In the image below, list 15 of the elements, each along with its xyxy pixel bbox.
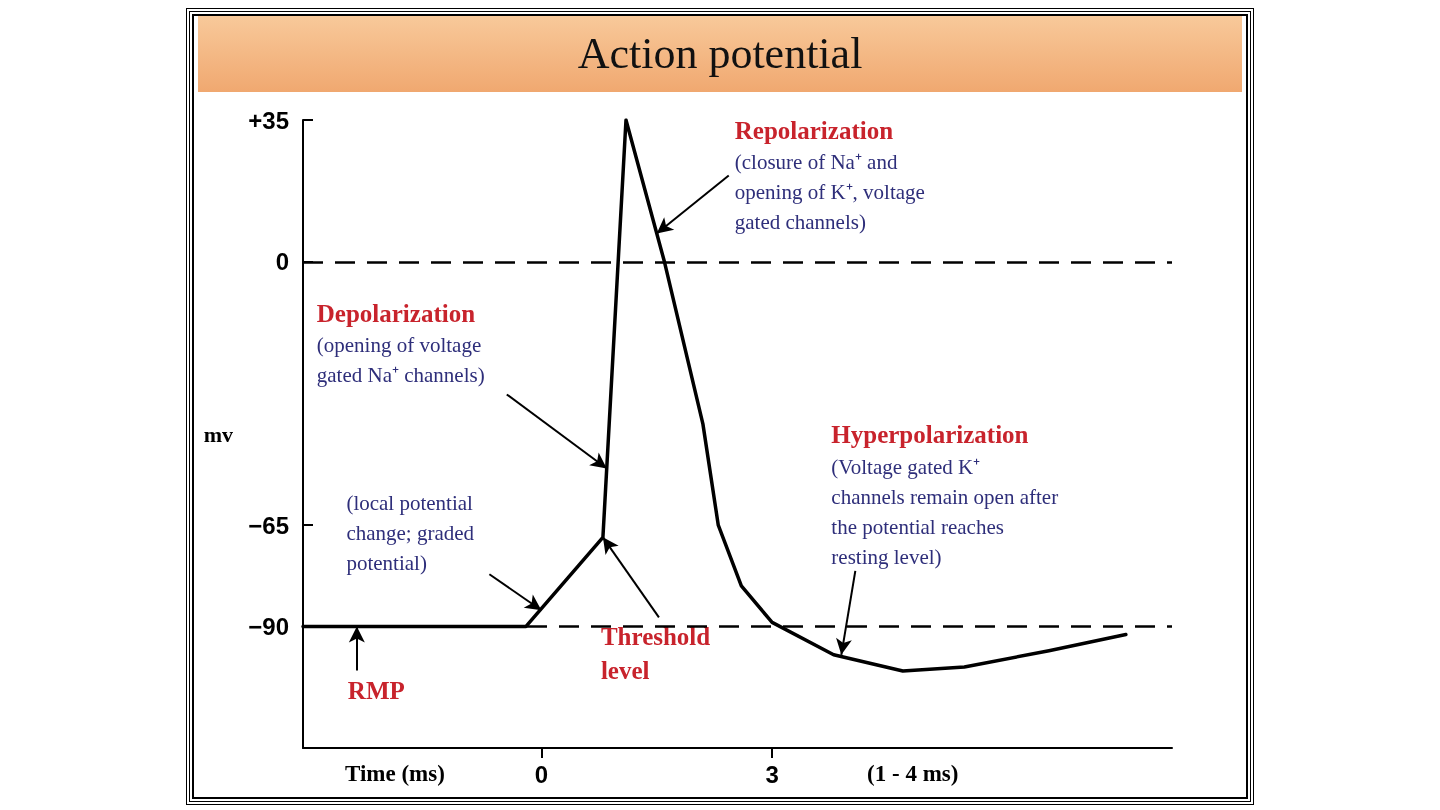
x-tick-label: 3 [765,760,779,788]
annotation: RMP [347,676,405,704]
chart-title: Action potential [198,16,1242,92]
x-axis-title: Time (ms) [345,761,445,786]
y-tick-label: −65 [248,511,289,539]
annotation: Repolarization (closure of Na⁺ and opening of K⁺, voltage gated channels) [734,116,925,235]
y-tick-label: −90 [248,612,289,640]
y-tick-label: 0 [275,248,289,276]
annotation: Depolarization (opening of voltage gated Na⁺ channels) [316,299,485,388]
annotation: Hyperpolarization (Voltage gated K⁺ channels remain open after the potential reaches resting level) [831,421,1059,569]
text: (1 - 4 ms) [867,761,959,786]
annotation: (local potential change; graded potential) [346,491,475,576]
y-tick-label: +35 [248,106,289,134]
annotation: Threshold level [600,622,711,684]
y-axis-title: mv [203,421,233,447]
